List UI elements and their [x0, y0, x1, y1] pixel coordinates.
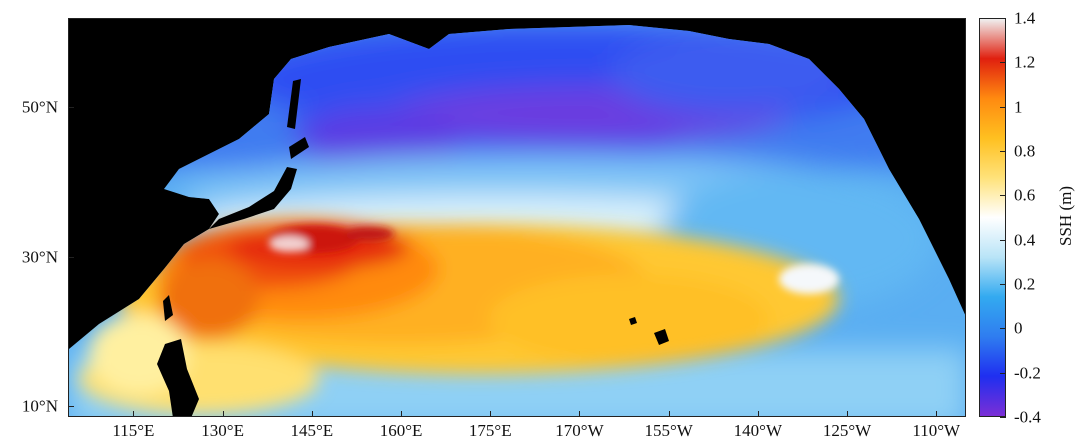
ssh-field: [69, 19, 965, 416]
x-tick-mark: [757, 411, 759, 417]
x-tick-mark: [311, 411, 313, 417]
x-tick-label: 160°E: [379, 421, 423, 440]
x-tick-mark: [401, 411, 403, 417]
y-tick-mark: [68, 256, 74, 258]
hawaii-island: [629, 317, 637, 325]
colorbar-tick-label: 1: [1014, 97, 1023, 117]
x-tick-mark: [222, 411, 224, 417]
x-tick-mark: [936, 411, 938, 417]
y-tick-label: 10°N: [21, 396, 58, 416]
colorbar-tick-label: 0.6: [1014, 185, 1036, 205]
colorbar-tick-mark: [1000, 18, 1006, 19]
x-tick-mark: [579, 411, 581, 417]
colorbar-tick-mark: [1000, 62, 1006, 64]
colorbar-tick-label: -0.4: [1014, 407, 1041, 427]
hokkaido-landmass: [289, 137, 309, 159]
colorbar-tick-mark: [1000, 195, 1006, 197]
colorbar-tick-label: 0.4: [1014, 230, 1036, 250]
x-tick-mark: [133, 411, 135, 417]
colorbar-tick-mark: [1000, 372, 1006, 374]
japan-landmass: [209, 167, 297, 229]
x-tick-label: 155°W: [644, 421, 693, 440]
y-tick-mark: [68, 107, 74, 109]
colorbar-tick-label: 0: [1014, 318, 1023, 338]
colorbar-tick-mark: [1000, 151, 1006, 152]
y-tick-label: 30°N: [21, 247, 58, 267]
colorbar-tick-mark: [1000, 239, 1006, 241]
colorbar-tick-label: 0.2: [1014, 274, 1036, 294]
x-tick-mark: [847, 411, 849, 417]
y-tick-label: 50°N: [21, 97, 58, 117]
colorbar-tick-mark: [1000, 106, 1006, 108]
x-tick-label: 130°E: [201, 421, 244, 440]
x-tick-label: 175°E: [468, 421, 512, 440]
x-tick-label: 115°E: [112, 421, 155, 440]
colorbar-tick-label: 1.4: [1014, 8, 1036, 28]
x-tick-mark: [490, 411, 492, 417]
colorbar-tick-mark: [1000, 417, 1006, 418]
colorbar-title: SSH (m): [1056, 186, 1075, 246]
colorbar-tick-label: -0.2: [1014, 363, 1041, 383]
colorbar-tick-mark: [1000, 284, 1006, 285]
x-tick-label: 140°W: [733, 421, 783, 440]
sakhalin-landmass: [287, 79, 301, 129]
y-tick-mark: [68, 405, 74, 407]
taiwan-landmass: [163, 295, 173, 321]
philippines-landmass: [157, 339, 199, 416]
x-tick-label: 170°W: [555, 421, 604, 440]
colorbar-tick-mark: [1000, 328, 1006, 330]
colorbar-tick-label: 1.2: [1014, 52, 1036, 72]
x-tick-label: 110°W: [912, 421, 961, 440]
x-tick-label: 145°E: [290, 421, 334, 440]
hawaii-big-island: [654, 329, 669, 345]
colorbar-tick-label: 0.8: [1014, 141, 1036, 161]
map-panel: [68, 18, 966, 417]
colorbar: [979, 18, 1006, 417]
coastlines: [157, 79, 669, 416]
x-tick-mark: [668, 411, 670, 417]
x-tick-label: 125°W: [822, 421, 872, 440]
